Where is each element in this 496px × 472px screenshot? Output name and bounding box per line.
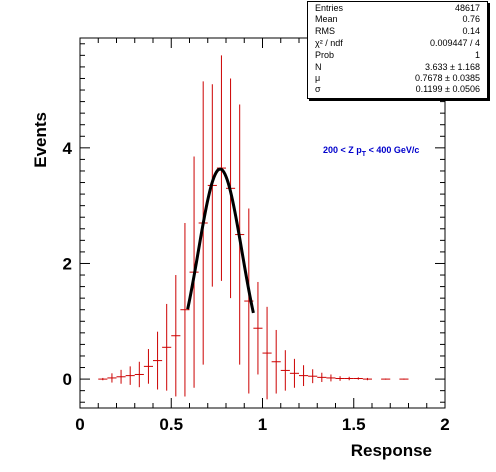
stat-name: RMS bbox=[315, 26, 335, 36]
data-point bbox=[262, 306, 272, 400]
data-point bbox=[143, 349, 153, 384]
data-point bbox=[289, 358, 299, 388]
stat-value: 0.76 bbox=[462, 14, 480, 24]
stat-name: Entries bbox=[315, 3, 344, 13]
y-axis-label: Events bbox=[31, 112, 50, 168]
stat-row-chi2: χ² / ndf 0.009447 / 4 bbox=[308, 38, 487, 49]
data-point bbox=[308, 369, 318, 384]
stat-name: χ² / ndf bbox=[315, 38, 343, 48]
y-tick-label: 2 bbox=[63, 254, 72, 273]
data-point bbox=[134, 361, 144, 388]
stat-row-entries: Entries 48617 bbox=[308, 3, 487, 14]
stat-row-sigma: σ 0.1199 ± 0.0506 bbox=[308, 84, 487, 95]
stat-name: N bbox=[315, 62, 322, 72]
data-point bbox=[116, 369, 126, 384]
data-point bbox=[326, 374, 336, 382]
stat-name: μ bbox=[315, 73, 321, 83]
annotation-suffix: < 400 GeV/c bbox=[366, 145, 419, 155]
stat-name: Prob bbox=[315, 50, 335, 60]
data-point bbox=[162, 303, 172, 391]
stat-row-mean: Mean 0.76 bbox=[308, 14, 487, 25]
data-point bbox=[271, 329, 281, 394]
pt-range-annotation: 200 < Z pT < 400 GeV/c bbox=[323, 145, 419, 158]
x-tick-label: 1.5 bbox=[342, 415, 366, 434]
data-point bbox=[171, 275, 181, 397]
stat-row-prob: Prob 1 bbox=[308, 50, 487, 61]
y-tick-labels: 0 2 4 bbox=[63, 139, 73, 389]
data-point bbox=[335, 376, 345, 381]
data-point bbox=[180, 223, 190, 397]
data-point bbox=[353, 377, 363, 380]
stat-name: σ bbox=[315, 84, 321, 94]
data-point bbox=[399, 378, 409, 380]
stat-row-rms: RMS 0.14 bbox=[308, 26, 487, 37]
stat-value: 0.1199 ± 0.0506 bbox=[415, 84, 480, 94]
stat-row-mu: μ 0.7678 ± 0.0385 bbox=[308, 73, 487, 84]
data-point bbox=[280, 350, 290, 391]
x-axis-label: Response bbox=[351, 441, 432, 460]
x-tick-label: 0 bbox=[75, 415, 84, 434]
data-point bbox=[253, 281, 263, 375]
statistics-box: Entries 48617 Mean 0.76 RMS 0.14 χ² / nd… bbox=[307, 1, 488, 99]
stat-value: 48617 bbox=[454, 3, 480, 13]
x-tick-label: 2 bbox=[440, 415, 449, 434]
annotation-text: 200 < Z p bbox=[323, 145, 362, 155]
data-point bbox=[344, 376, 354, 381]
stat-value: 0.7678 ± 0.0385 bbox=[415, 73, 480, 83]
x-tick-label: 0.5 bbox=[159, 415, 183, 434]
annotation-subscript: T bbox=[362, 151, 367, 158]
stat-row-n: N 3.633 ± 1.168 bbox=[308, 62, 487, 73]
data-point bbox=[299, 365, 309, 387]
x-tick-labels: 0 0.5 1 1.5 2 bbox=[75, 415, 449, 434]
data-point bbox=[317, 372, 327, 382]
stat-name: Mean bbox=[315, 14, 338, 24]
data-point bbox=[125, 366, 135, 385]
gaussian-fit-curve bbox=[186, 167, 255, 314]
stat-value: 0.009447 / 4 bbox=[429, 38, 480, 48]
x-tick-label: 1 bbox=[258, 415, 267, 434]
data-series-errorbars bbox=[98, 55, 409, 400]
data-point bbox=[381, 378, 391, 380]
data-point bbox=[362, 377, 372, 381]
stat-value: 0.14 bbox=[462, 26, 480, 36]
data-point bbox=[153, 331, 163, 390]
data-point bbox=[107, 373, 117, 383]
y-tick-label: 4 bbox=[63, 139, 73, 158]
stat-value: 1 bbox=[474, 50, 480, 60]
stat-value: 3.633 ± 1.168 bbox=[425, 62, 480, 72]
y-tick-label: 0 bbox=[63, 370, 72, 389]
data-point bbox=[98, 377, 108, 381]
